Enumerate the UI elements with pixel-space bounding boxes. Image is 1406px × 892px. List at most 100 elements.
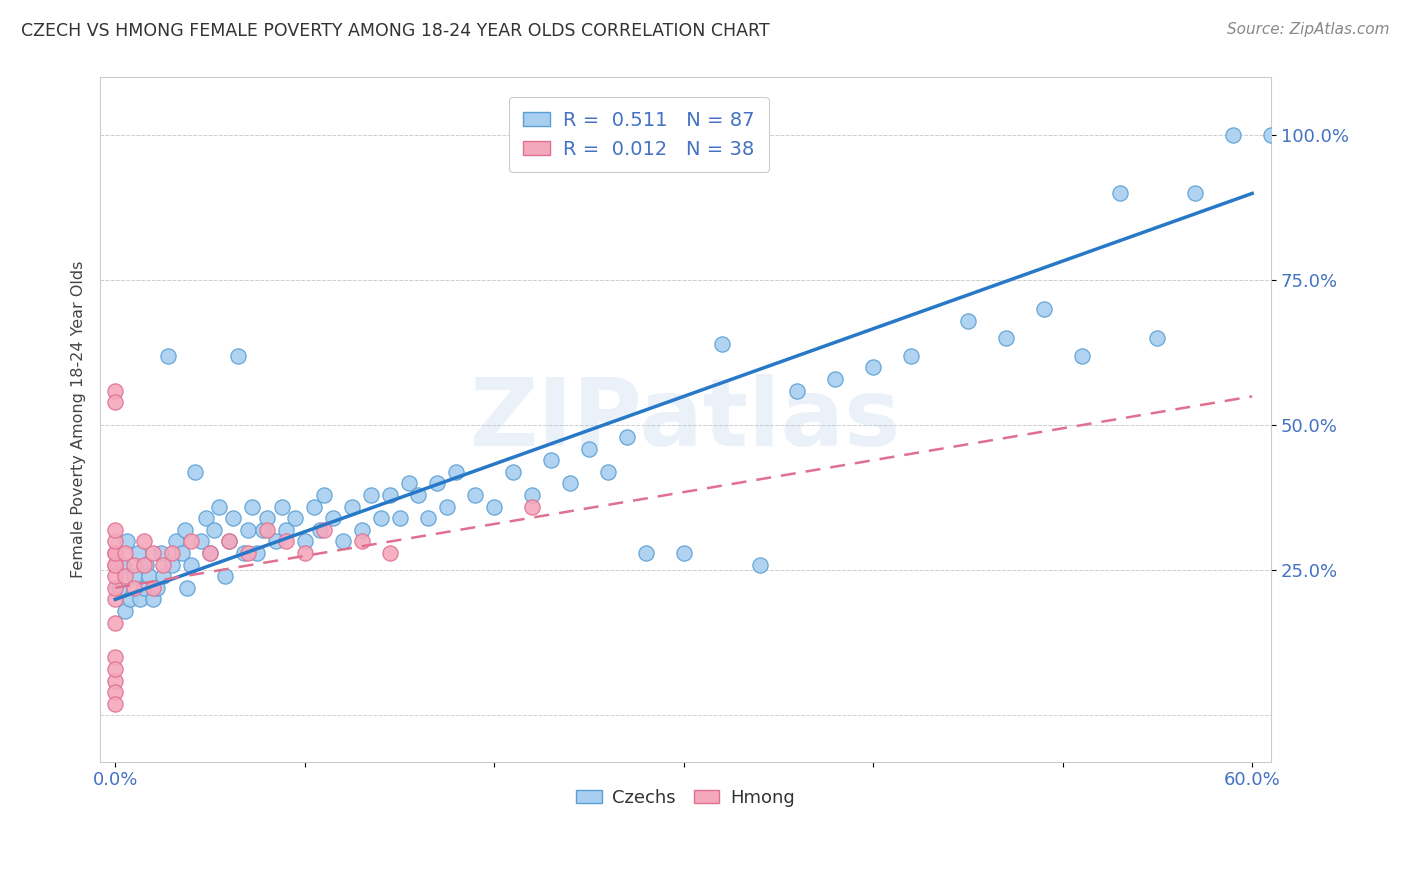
Point (332, 534, 354, 549)
Point (165, 534, 187, 549)
Point (824, 372, 846, 386)
Point (274, 534, 297, 549)
Point (312, 523, 335, 537)
Point (322, 511, 344, 525)
Point (104, 650, 127, 665)
Point (246, 546, 269, 560)
Point (634, 546, 657, 560)
Point (340, 500, 363, 514)
Point (252, 523, 274, 537)
Point (1260, 128, 1282, 143)
Point (214, 569, 236, 583)
Point (114, 604, 136, 618)
Point (446, 465, 468, 479)
Point (862, 360, 884, 375)
Legend: Czechs, Hmong: Czechs, Hmong (569, 782, 803, 814)
Point (135, 558, 157, 572)
Point (218, 534, 240, 549)
Point (266, 534, 288, 549)
Point (302, 500, 325, 514)
Point (104, 546, 127, 560)
Point (1146, 331, 1168, 345)
Point (786, 384, 808, 398)
Point (127, 546, 149, 560)
Point (104, 534, 127, 549)
Point (104, 384, 127, 398)
Point (176, 581, 198, 595)
Point (1222, 128, 1244, 143)
Text: CZECH VS HMONG FEMALE POVERTY AMONG 18-24 YEAR OLDS CORRELATION CHART: CZECH VS HMONG FEMALE POVERTY AMONG 18-2… (21, 22, 769, 40)
Point (104, 673, 127, 688)
Point (104, 592, 127, 607)
Point (672, 546, 695, 560)
Point (222, 511, 245, 525)
Point (122, 569, 145, 583)
Point (146, 581, 169, 595)
Point (502, 465, 524, 479)
Point (104, 615, 127, 630)
Point (312, 488, 335, 502)
Point (271, 500, 294, 514)
Point (1184, 186, 1206, 201)
Point (208, 500, 231, 514)
Point (120, 592, 142, 607)
Point (596, 465, 619, 479)
Point (236, 546, 259, 560)
Point (256, 523, 278, 537)
Point (198, 546, 221, 560)
Point (294, 534, 316, 549)
Point (152, 569, 174, 583)
Point (122, 581, 145, 595)
Point (152, 558, 174, 572)
Point (540, 453, 562, 467)
Point (104, 685, 127, 699)
Point (132, 581, 155, 595)
Point (748, 558, 770, 572)
Point (1032, 302, 1054, 317)
Point (195, 511, 218, 525)
Point (104, 662, 127, 676)
Point (104, 697, 127, 711)
Point (149, 546, 172, 560)
Point (256, 511, 278, 525)
Point (142, 592, 165, 607)
Point (218, 534, 240, 549)
Point (284, 511, 307, 525)
Point (114, 569, 136, 583)
Point (111, 558, 134, 572)
Point (710, 337, 733, 351)
Point (180, 558, 202, 572)
Point (464, 488, 486, 502)
Point (578, 442, 600, 456)
Point (309, 523, 332, 537)
Point (104, 558, 127, 572)
Point (360, 488, 382, 502)
Y-axis label: Female Poverty Among 18-24 Year Olds: Female Poverty Among 18-24 Year Olds (72, 261, 86, 578)
Point (1298, 128, 1320, 143)
Point (142, 546, 165, 560)
Point (378, 488, 401, 502)
Point (228, 349, 250, 363)
Point (388, 511, 411, 525)
Point (190, 534, 212, 549)
Point (104, 558, 127, 572)
Point (122, 558, 145, 572)
Point (180, 534, 202, 549)
Point (129, 592, 152, 607)
Point (132, 558, 155, 572)
Point (520, 488, 543, 502)
Point (104, 581, 127, 595)
Point (994, 331, 1017, 345)
Point (104, 523, 127, 537)
Point (294, 546, 316, 560)
Point (436, 500, 458, 514)
Point (157, 349, 180, 363)
Point (198, 546, 221, 560)
Point (174, 523, 197, 537)
Point (416, 511, 439, 525)
Point (114, 546, 136, 560)
Text: ZIPatlas: ZIPatlas (470, 374, 901, 466)
Point (132, 534, 155, 549)
Point (160, 558, 183, 572)
Point (378, 546, 401, 560)
